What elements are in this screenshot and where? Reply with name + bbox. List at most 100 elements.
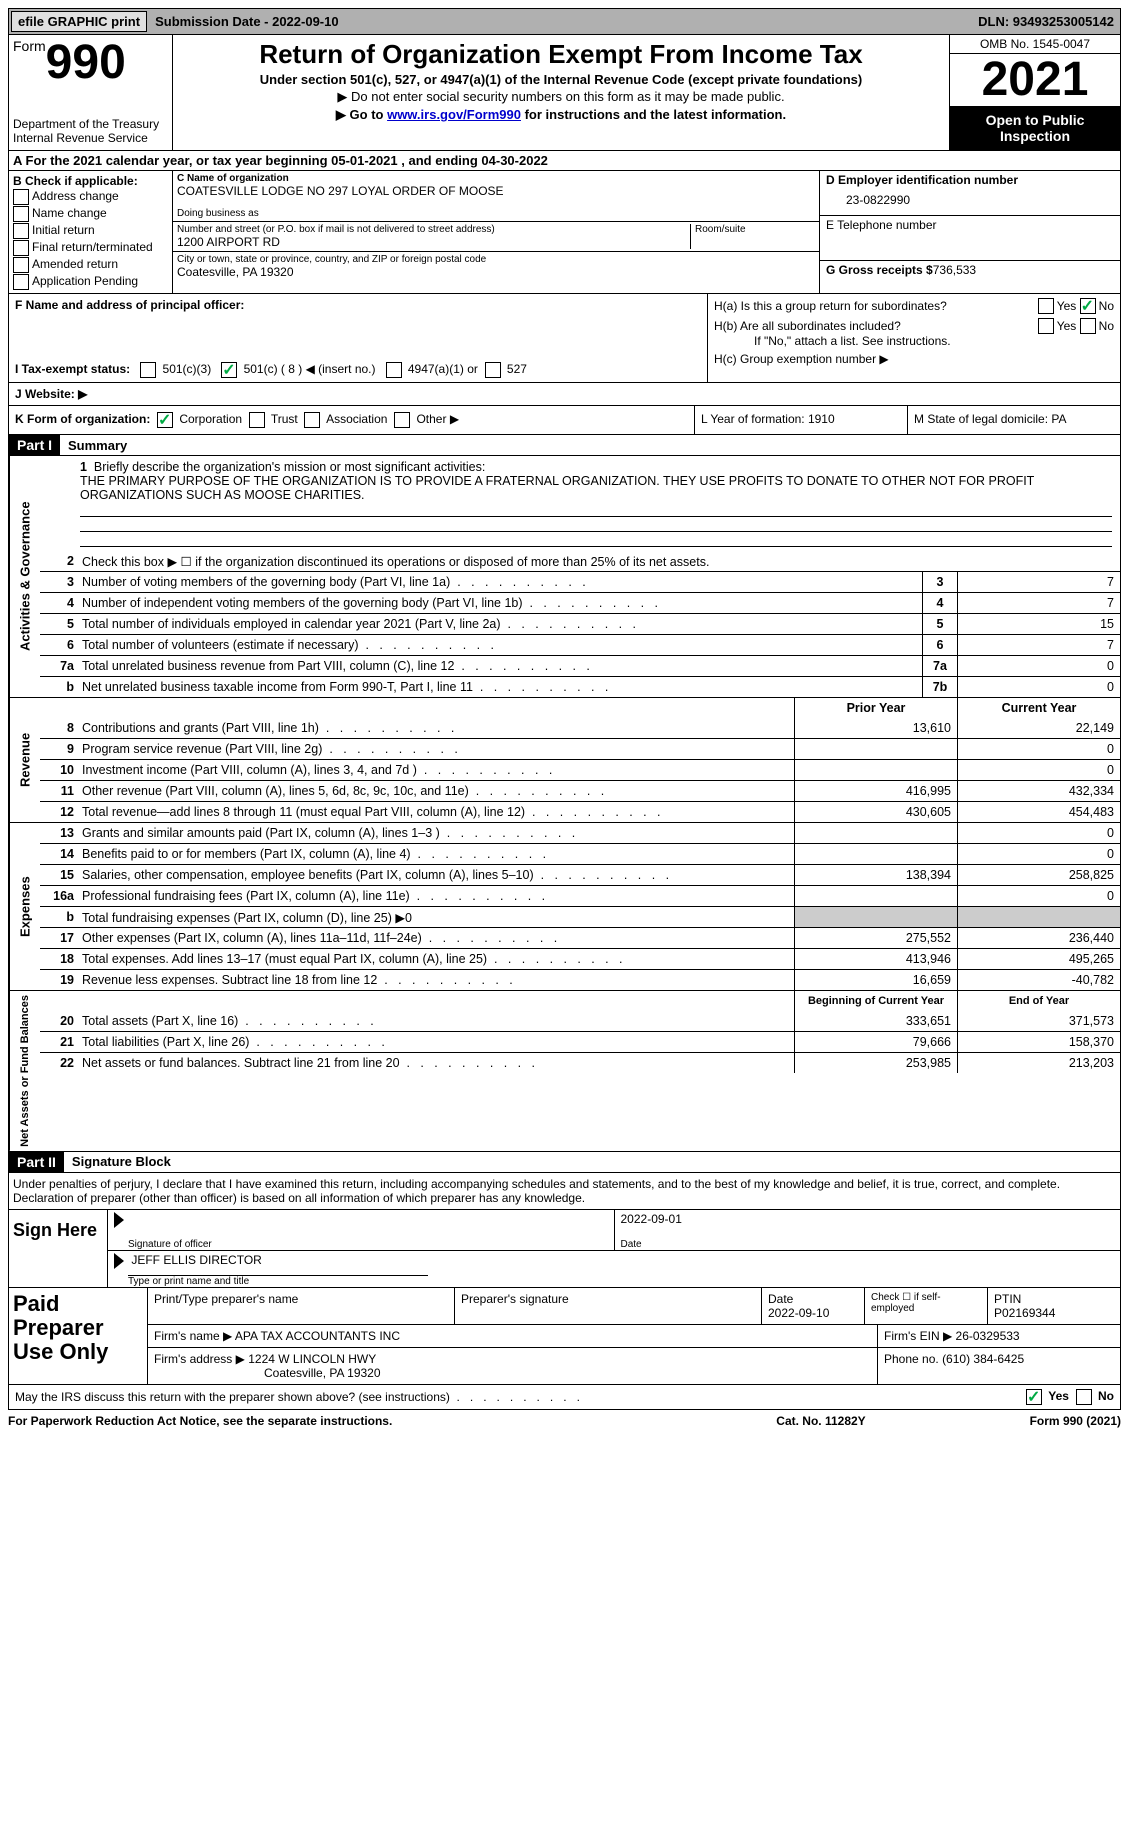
prep-date: 2022-09-10	[768, 1306, 858, 1320]
main-info: B Check if applicable: Address change Na…	[8, 171, 1121, 294]
prior-year-header: Prior Year	[794, 698, 957, 718]
arrow-icon	[114, 1212, 124, 1228]
officer-name-label: Type or print name and title	[128, 1275, 428, 1287]
paid-preparer-section: Paid Preparer Use Only Print/Type prepar…	[8, 1288, 1121, 1385]
opt-initial-return[interactable]: Initial return	[13, 223, 168, 239]
cb-4947[interactable]	[386, 362, 402, 378]
cb-501c[interactable]	[221, 362, 237, 378]
title-box: Return of Organization Exempt From Incom…	[173, 35, 949, 150]
expenses-section: Expenses 13Grants and similar amounts pa…	[8, 823, 1121, 991]
summary-row: 6Total number of volunteers (estimate if…	[40, 634, 1120, 655]
summary-row: 22Net assets or fund balances. Subtract …	[40, 1052, 1120, 1073]
section-f: F Name and address of principal officer:…	[9, 294, 708, 382]
phone-value: (610) 384-6425	[942, 1352, 1024, 1366]
row-k: K Form of organization: Corporation Trus…	[8, 406, 1121, 435]
open-inspection: Open to Public Inspection	[950, 106, 1120, 150]
opt-address-change[interactable]: Address change	[13, 189, 168, 205]
org-city: Coatesville, PA 19320	[177, 265, 815, 279]
sign-here-label: Sign Here	[9, 1210, 108, 1287]
cb-hb-yes[interactable]	[1038, 318, 1054, 334]
dba-label: Doing business as	[177, 208, 815, 219]
part2-bar: Part II Signature Block	[8, 1152, 1121, 1173]
opt-pending[interactable]: Application Pending	[13, 274, 168, 290]
begin-year-header: Beginning of Current Year	[794, 991, 957, 1011]
summary-row: 21Total liabilities (Part X, line 26)79,…	[40, 1031, 1120, 1052]
cb-527[interactable]	[485, 362, 501, 378]
sig-date: 2022-09-01	[621, 1212, 1115, 1226]
activities-section: Activities & Governance 1 Briefly descri…	[8, 456, 1121, 698]
section-i: I Tax-exempt status: 501(c)(3) 501(c) ( …	[15, 362, 701, 378]
section-b-label: B Check if applicable:	[13, 174, 168, 188]
mission-text: THE PRIMARY PURPOSE OF THE ORGANIZATION …	[80, 474, 1034, 502]
cb-501c3[interactable]	[140, 362, 156, 378]
cb-ha-no[interactable]	[1080, 298, 1096, 314]
firm-addr1: 1224 W LINCOLN HWY	[248, 1352, 376, 1366]
form-number: 990	[46, 36, 126, 89]
summary-row: 4Number of independent voting members of…	[40, 592, 1120, 613]
firm-ein: 26-0329533	[956, 1329, 1020, 1343]
org-name-label: C Name of organization	[177, 173, 815, 184]
cb-discuss-yes[interactable]	[1026, 1389, 1042, 1405]
addr-label: Number and street (or P.O. box if mail i…	[177, 224, 690, 235]
ein-value: 23-0822990	[826, 187, 1114, 213]
cb-corp[interactable]	[157, 412, 173, 428]
preparer-name-label: Print/Type preparer's name	[154, 1292, 448, 1306]
gross-value: 736,533	[933, 263, 976, 277]
form-subtitle-2: ▶ Do not enter social security numbers o…	[179, 89, 943, 105]
hc-label: H(c) Group exemption number ▶	[714, 352, 1114, 366]
revenue-tab: Revenue	[9, 698, 40, 822]
addr-cell: Number and street (or P.O. box if mail i…	[173, 222, 819, 252]
firm-addr-label: Firm's address ▶	[154, 1352, 245, 1366]
opt-amended[interactable]: Amended return	[13, 257, 168, 273]
cb-assoc[interactable]	[304, 412, 320, 428]
firm-name-label: Firm's name ▶	[154, 1329, 232, 1343]
ha-label: H(a) Is this a group return for subordin…	[714, 299, 1038, 313]
part1-title: Summary	[60, 436, 135, 455]
current-year-header: Current Year	[957, 698, 1120, 718]
revenue-section: Revenue Prior Year Current Year 8Contrib…	[8, 698, 1121, 823]
tel-cell: E Telephone number	[820, 216, 1120, 261]
discuss-label: May the IRS discuss this return with the…	[15, 1390, 450, 1404]
self-employed-check[interactable]: Check ☐ if self-employed	[865, 1288, 988, 1324]
end-year-header: End of Year	[957, 991, 1120, 1011]
irs-link[interactable]: www.irs.gov/Form990	[387, 107, 521, 122]
city-cell: City or town, state or province, country…	[173, 252, 819, 293]
sig-date-label: Date	[621, 1239, 642, 1250]
preparer-sig-label: Preparer's signature	[461, 1292, 755, 1306]
room-label: Room/suite	[695, 224, 815, 235]
cb-ha-yes[interactable]	[1038, 298, 1054, 314]
omb-number: OMB No. 1545-0047	[950, 35, 1120, 54]
discuss-row: May the IRS discuss this return with the…	[8, 1385, 1121, 1410]
section-c: C Name of organization COATESVILLE LODGE…	[173, 171, 819, 293]
efile-print-button[interactable]: efile GRAPHIC print	[11, 11, 147, 32]
section-h: H(a) Is this a group return for subordin…	[708, 294, 1120, 382]
opt-name-change[interactable]: Name change	[13, 206, 168, 222]
summary-row: 17Other expenses (Part IX, column (A), l…	[40, 927, 1120, 948]
section-d: D Employer identification number 23-0822…	[819, 171, 1120, 293]
opt-final-return[interactable]: Final return/terminated	[13, 240, 168, 256]
firm-name: APA TAX ACCOUNTANTS INC	[235, 1329, 400, 1343]
cb-trust[interactable]	[249, 412, 265, 428]
form-footer-label: Form 990 (2021)	[921, 1414, 1121, 1428]
form-subtitle-1: Under section 501(c), 527, or 4947(a)(1)…	[179, 72, 943, 87]
paperwork-notice: For Paperwork Reduction Act Notice, see …	[8, 1414, 721, 1428]
org-name-cell: C Name of organization COATESVILLE LODGE…	[173, 171, 819, 222]
cb-other[interactable]	[394, 412, 410, 428]
part2-title: Signature Block	[64, 1152, 179, 1171]
summary-row: 20Total assets (Part X, line 16)333,6513…	[40, 1011, 1120, 1031]
submission-date: Submission Date - 2022-09-10	[149, 12, 345, 31]
cb-discuss-no[interactable]	[1076, 1389, 1092, 1405]
row-j: J Website: ▶	[8, 383, 1121, 406]
year-box: OMB No. 1545-0047 2021 Open to Public In…	[949, 35, 1120, 150]
summary-row: 16aProfessional fundraising fees (Part I…	[40, 885, 1120, 906]
hb-label: H(b) Are all subordinates included?	[714, 319, 1038, 333]
dept-treasury: Department of the Treasury	[13, 117, 168, 131]
f-label: F Name and address of principal officer:	[15, 298, 701, 312]
ptin-value: P02169344	[994, 1306, 1114, 1320]
cb-hb-no[interactable]	[1080, 318, 1096, 334]
j-label: J Website: ▶	[9, 383, 93, 405]
dln-number: DLN: 93493253005142	[972, 12, 1120, 31]
firm-addr2: Coatesville, PA 19320	[154, 1366, 381, 1380]
summary-row: 11Other revenue (Part VIII, column (A), …	[40, 780, 1120, 801]
ptin-label: PTIN	[994, 1292, 1114, 1306]
